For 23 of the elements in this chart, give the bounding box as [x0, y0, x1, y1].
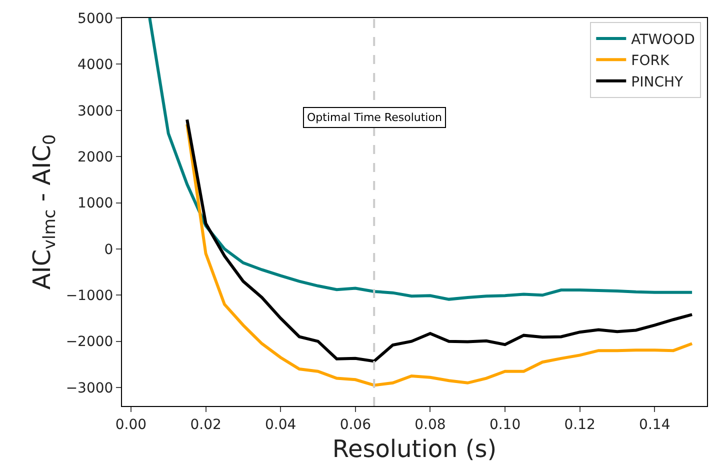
line-series: [148, 18, 694, 301]
legend-label: FORK: [631, 53, 670, 70]
x-tick-label: 0.12: [564, 416, 596, 433]
y-tick-label: 1000: [78, 196, 114, 212]
ref-line-label: Optimal Time Resolution: [307, 111, 442, 124]
x-tick-label: 0.10: [489, 416, 521, 433]
x-axis-title: Resolution (s): [332, 435, 497, 464]
y-tick-label: −2000: [66, 334, 114, 350]
y-tick-label: 3000: [78, 103, 114, 120]
x-tick-label: 0.14: [639, 416, 670, 433]
legend-label: PINCHY: [631, 74, 684, 90]
x-tick-label: 0.08: [414, 416, 446, 433]
x-tick-label: 0.00: [115, 416, 147, 433]
y-tick-label: 2000: [78, 149, 114, 166]
legend-label: ATWOOD: [631, 32, 695, 48]
y-tick-label: 0: [104, 242, 114, 258]
x-tick-label: 0.06: [340, 416, 372, 433]
y-tick-label: −3000: [66, 380, 114, 396]
y-tick-label: 5000: [78, 10, 114, 27]
x-tick-label: 0.04: [265, 416, 296, 433]
y-tick-label: −1000: [66, 288, 114, 304]
y-tick-label: 4000: [78, 57, 114, 74]
x-tick-label: 0.02: [190, 416, 222, 433]
